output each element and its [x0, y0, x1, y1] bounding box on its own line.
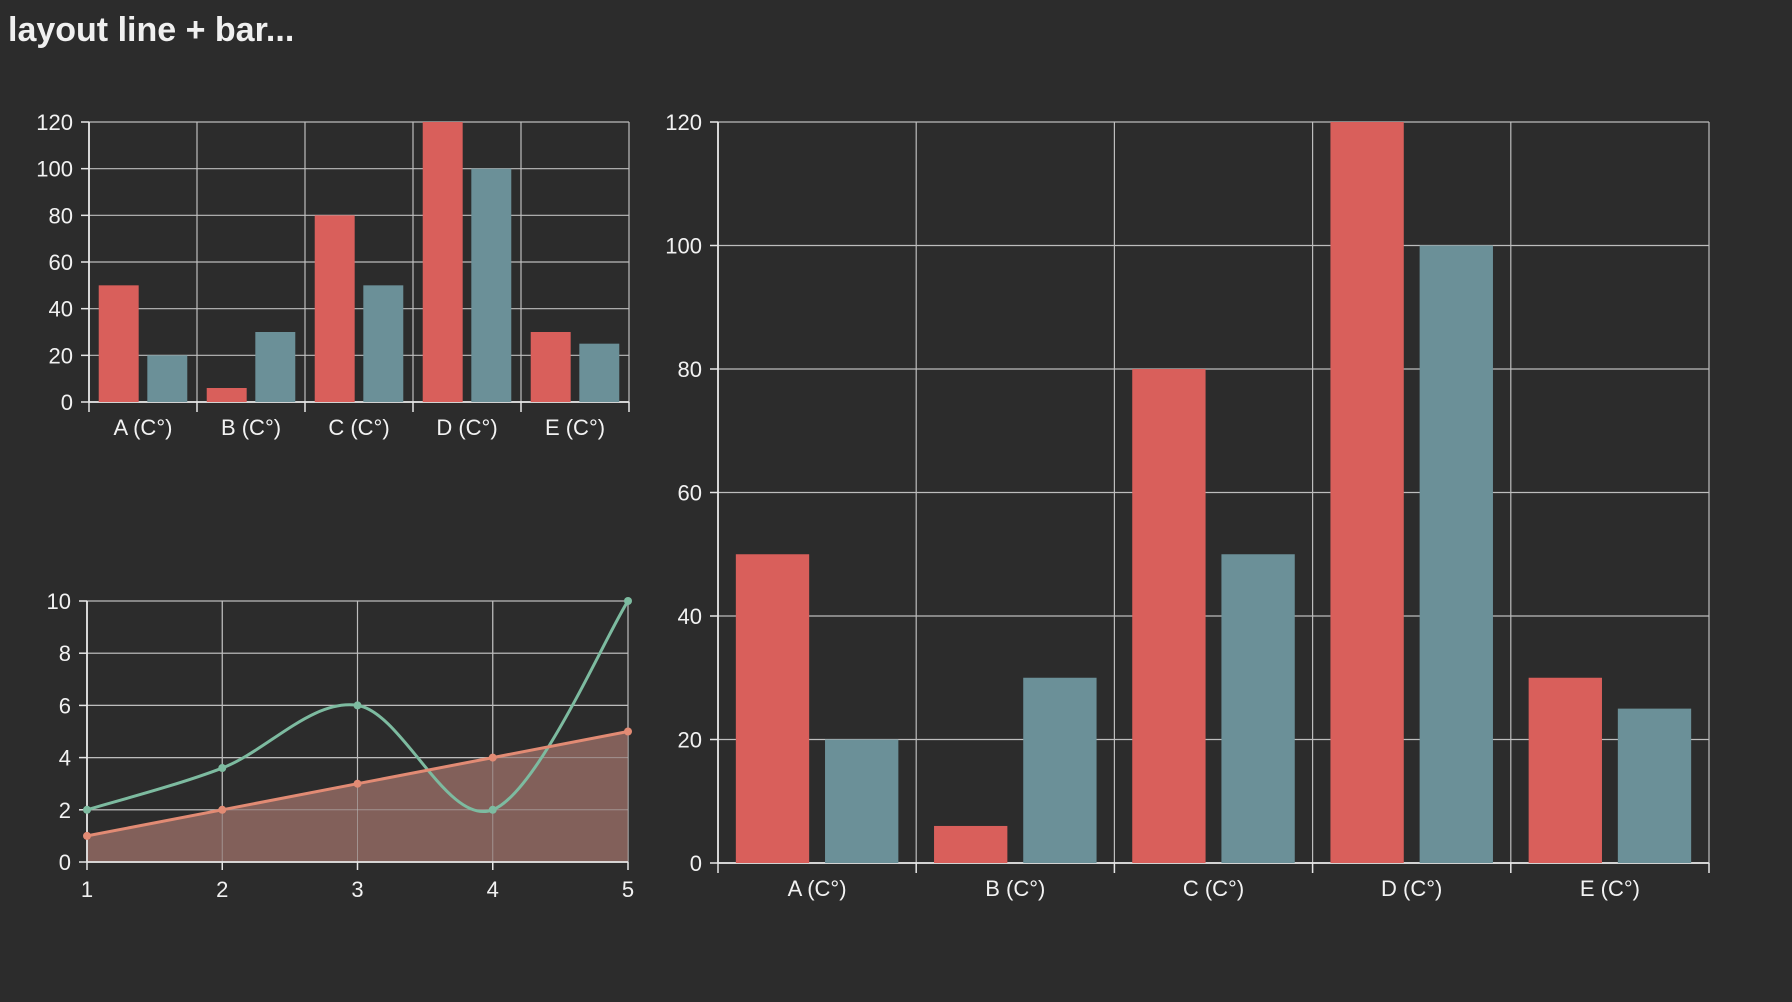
page-title: layout line + bar... — [8, 11, 295, 49]
small-bar-bar — [206, 388, 247, 402]
small-bar-bar — [422, 122, 463, 402]
small-bar-xtick-label: B (C°) — [221, 415, 281, 440]
small-bar-ytick-label: 40 — [49, 297, 73, 322]
small-bar-xtick-label: E (C°) — [545, 415, 605, 440]
small-bar-ytick-label: 20 — [49, 343, 73, 368]
small-bar-bar — [98, 285, 139, 402]
small-bar-xtick-label: A (C°) — [114, 415, 173, 440]
small-bar-ytick-label: 60 — [49, 250, 73, 275]
small-bar-xtick-label: C (C°) — [328, 415, 389, 440]
small-bar-bar — [255, 332, 296, 402]
small-bar-bar — [363, 285, 404, 402]
small-bar-bar — [530, 332, 571, 402]
small-bar-ytick-label: 120 — [36, 110, 73, 135]
small-bar-bar — [147, 355, 188, 402]
small-bar-ytick-label: 100 — [36, 157, 73, 182]
small-bar-bar — [471, 168, 512, 402]
small-bar-bar — [579, 343, 620, 402]
small-bar-ytick-label: 80 — [49, 203, 73, 228]
small-bar-xtick-label: D (C°) — [436, 415, 497, 440]
small-bar-bar — [314, 215, 355, 402]
small-bar-ytick-label: 0 — [61, 390, 73, 415]
